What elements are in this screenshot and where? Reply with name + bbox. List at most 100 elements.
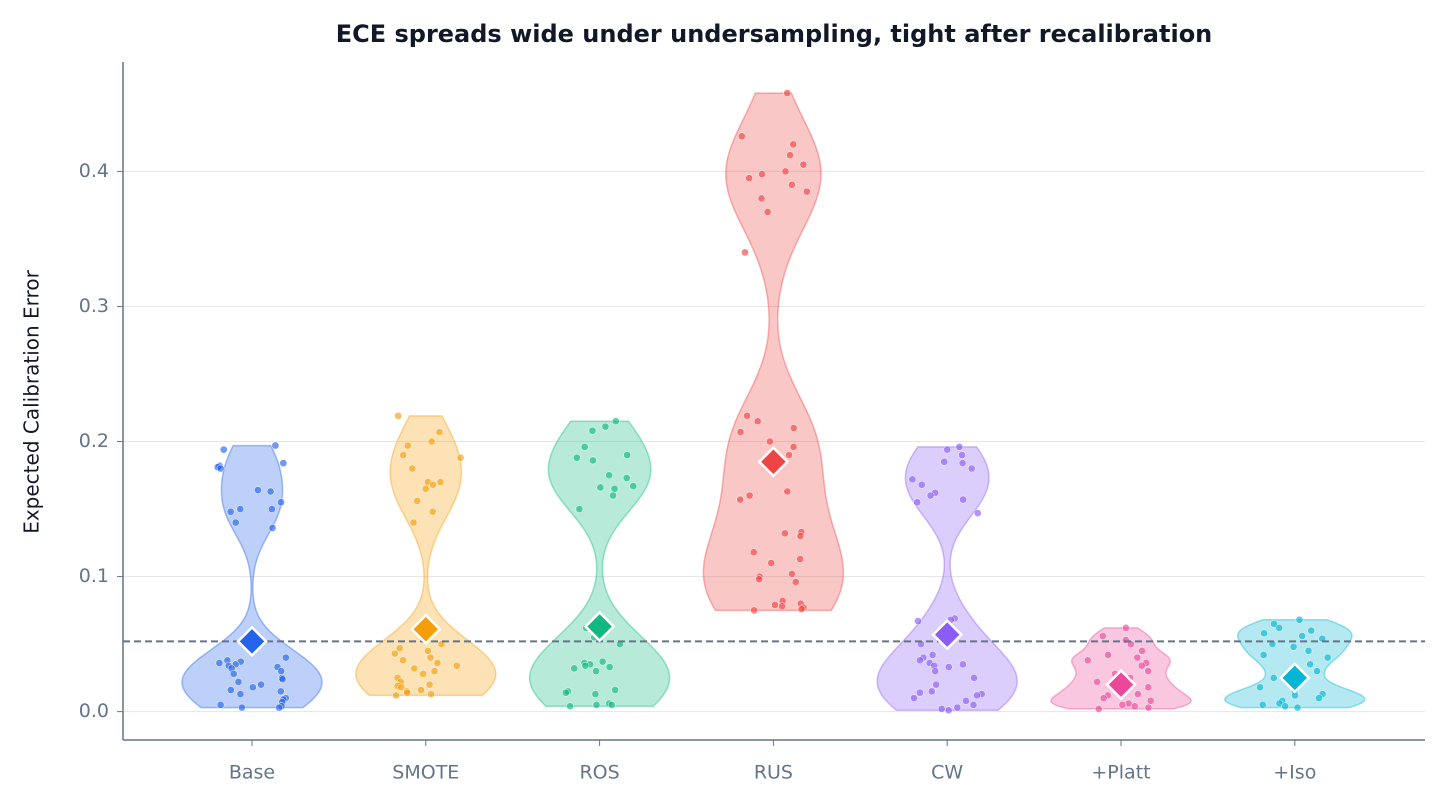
point (409, 518, 418, 527)
point (403, 688, 412, 697)
point (622, 474, 631, 482)
point (266, 487, 275, 496)
point (403, 441, 412, 450)
point (215, 659, 224, 667)
point (1144, 703, 1153, 712)
point (916, 656, 924, 665)
y-tick-label: 0.0 (79, 700, 109, 722)
point (234, 678, 243, 686)
point (913, 498, 922, 507)
point (1099, 632, 1107, 640)
point (737, 132, 746, 141)
point (216, 701, 225, 709)
point (1133, 653, 1142, 662)
chart-title: ECE spreads wide under undersampling, ti… (336, 20, 1213, 48)
y-tick-label: 0.2 (79, 430, 109, 452)
point (589, 456, 597, 465)
x-tick-label: Base (229, 762, 275, 784)
point (607, 701, 616, 709)
point (1269, 674, 1278, 682)
point (1137, 661, 1146, 670)
point (268, 524, 277, 532)
median-marker (1279, 662, 1311, 694)
point (236, 690, 245, 698)
point (959, 660, 967, 669)
point (629, 482, 638, 490)
point (399, 656, 407, 665)
violin (1050, 627, 1192, 710)
violin (355, 415, 497, 697)
point (973, 691, 981, 700)
point (605, 663, 614, 671)
point (427, 690, 435, 698)
median-marker (757, 446, 790, 478)
point (390, 649, 399, 658)
point (417, 686, 425, 694)
median-marker (931, 618, 963, 651)
point (219, 445, 228, 454)
point (788, 570, 796, 578)
point (271, 441, 280, 450)
point (227, 686, 235, 694)
point (1118, 701, 1127, 709)
point (958, 451, 966, 459)
point (419, 669, 427, 678)
point (1099, 694, 1108, 702)
median-marker (1105, 668, 1137, 701)
point (1270, 619, 1278, 628)
point (561, 688, 570, 697)
point (967, 464, 976, 473)
y-axis-label: Expected Calibration Error (20, 269, 44, 533)
point (413, 497, 422, 505)
point (456, 453, 465, 462)
grid (123, 170, 1425, 713)
point (944, 706, 953, 715)
point (566, 702, 574, 711)
point (955, 443, 964, 451)
point (788, 181, 796, 189)
point (1304, 647, 1313, 655)
point (276, 687, 285, 696)
point (1298, 632, 1306, 640)
point (1083, 656, 1092, 665)
point (605, 471, 613, 480)
point (279, 459, 288, 467)
point (783, 89, 792, 97)
point (1259, 651, 1268, 659)
point (394, 412, 403, 420)
point (282, 653, 290, 662)
point (771, 601, 779, 609)
point (791, 578, 800, 586)
point (1094, 705, 1103, 713)
point (611, 417, 620, 426)
point (786, 151, 794, 160)
point (743, 412, 751, 420)
point (750, 606, 758, 615)
point (408, 464, 417, 473)
point (970, 674, 978, 682)
point (931, 667, 940, 675)
point (917, 480, 926, 489)
y-tick-label: 0.3 (79, 295, 109, 317)
violin (181, 444, 323, 709)
point (1313, 667, 1321, 675)
point (937, 705, 946, 713)
point (1256, 683, 1264, 692)
point (611, 686, 619, 694)
point (1260, 629, 1268, 638)
point (580, 443, 589, 451)
point (958, 459, 967, 467)
point (424, 647, 432, 655)
point (785, 451, 793, 459)
point (392, 691, 400, 700)
point (799, 160, 808, 169)
point (430, 667, 439, 675)
x-tick-label: ROS (579, 762, 619, 784)
point (1093, 678, 1101, 686)
point (926, 491, 935, 500)
point (236, 505, 245, 513)
point (1104, 651, 1112, 659)
point (803, 187, 811, 196)
x-tick-label: +Iso (1273, 762, 1316, 784)
